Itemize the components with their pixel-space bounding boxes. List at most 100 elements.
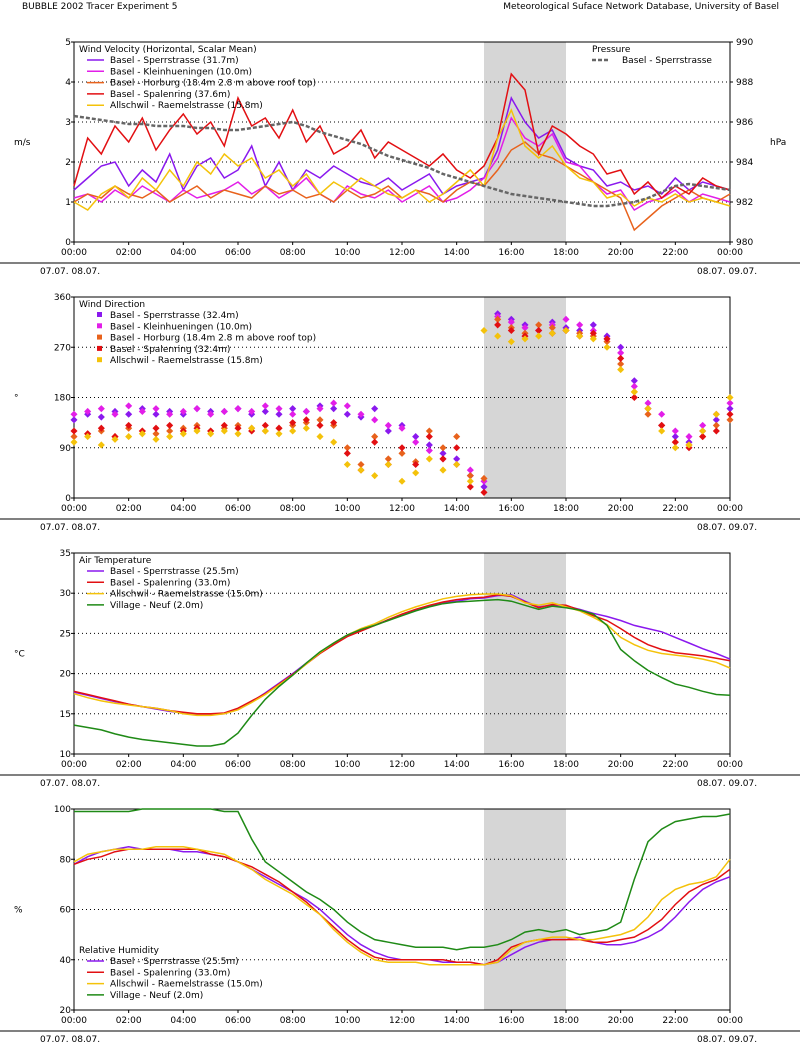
date-label-left: 07.07. 08.07. [40, 1035, 100, 1045]
x-tick-label: 12:00 [389, 504, 415, 514]
x-tick-label: 10:00 [334, 248, 360, 258]
data-point [507, 318, 515, 326]
data-point [234, 424, 242, 432]
legend-swatch [97, 345, 102, 351]
data-point [576, 332, 584, 340]
data-point [425, 455, 433, 463]
series-line [73, 848, 731, 966]
data-point [248, 407, 256, 415]
data-point [275, 430, 283, 438]
data-point [70, 427, 78, 435]
data-point [125, 410, 133, 418]
y-tick-label: 90 [60, 444, 72, 454]
y-tick-label: 360 [54, 293, 71, 303]
data-point [671, 427, 679, 435]
data-point [152, 405, 160, 413]
y-tick-label: 60 [60, 906, 72, 916]
shaded-period [484, 553, 566, 754]
x-tick-label: 04:00 [170, 760, 196, 770]
x-tick-label: 00:00 [717, 1016, 743, 1026]
data-point [398, 444, 406, 452]
data-point [275, 410, 283, 418]
legend-entry: Basel - Sperrstrasse (32.4m) [110, 311, 239, 321]
data-point [316, 421, 324, 429]
x-tick-label: 16:00 [498, 248, 524, 258]
series-6 [73, 114, 731, 208]
series-1 [73, 594, 731, 716]
series-5 [70, 326, 734, 485]
data-point [630, 393, 638, 402]
x-tick-label: 12:00 [389, 1016, 415, 1026]
data-point [453, 444, 461, 452]
data-point [535, 326, 543, 335]
x-tick-label: 04:00 [170, 248, 196, 258]
data-point [726, 410, 734, 418]
series-5 [73, 108, 731, 211]
x-tick-label: 00:00 [717, 248, 743, 258]
x-tick-label: 16:00 [498, 504, 524, 514]
x-tick-label: 16:00 [498, 760, 524, 770]
y-tick-label: 20 [60, 1006, 72, 1016]
y-tick-label: 30 [60, 589, 72, 599]
data-point [439, 466, 447, 474]
data-point [97, 441, 105, 449]
data-point [630, 388, 638, 396]
series-line [73, 116, 731, 212]
x-tick-label: 02:00 [116, 760, 142, 770]
chart-title: Wind Velocity (Horizontal, Scalar Mean) [79, 45, 257, 55]
y2-tick-label: 986 [736, 118, 753, 128]
data-point [589, 335, 597, 343]
data-point [658, 427, 666, 435]
series-3 [73, 141, 731, 232]
x-tick-label: 14:00 [444, 504, 470, 514]
data-point [712, 410, 720, 418]
x-tick-label: 18:00 [553, 248, 579, 258]
y-axis-unit: ° [14, 394, 19, 404]
data-point [220, 427, 228, 435]
data-point [398, 477, 406, 485]
header-right: Meteorological Suface Network Database, … [503, 2, 779, 12]
legend-entry: Basel - Kleinhueningen (10.0m) [110, 322, 252, 332]
x-tick-label: 14:00 [444, 248, 470, 258]
date-label-right: 08.07. 09.07. [697, 523, 757, 533]
data-point [699, 433, 707, 441]
data-point [466, 466, 474, 474]
y-tick-label: 80 [60, 855, 72, 865]
data-point [220, 407, 228, 415]
data-point [630, 377, 638, 385]
data-point [289, 410, 297, 418]
data-point [617, 349, 625, 357]
legend-entry: Village - Neuf (2.0m) [110, 601, 203, 611]
legend-entry: Basel - Sperrstrasse (31.7m) [110, 56, 239, 66]
x-tick-label: 18:00 [553, 504, 579, 514]
data-point [480, 488, 488, 496]
data-point [275, 405, 283, 413]
data-point [535, 321, 543, 329]
y-tick-label: 0 [65, 238, 71, 248]
data-point [521, 335, 529, 343]
data-point [617, 343, 625, 351]
x-tick-label: 06:00 [225, 760, 251, 770]
data-point [494, 315, 502, 323]
data-point [261, 402, 269, 410]
series-1 [73, 96, 731, 195]
data-point [70, 438, 78, 446]
x-tick-label: 10:00 [334, 760, 360, 770]
data-point [712, 427, 720, 435]
series-line [73, 594, 731, 715]
y-tick-label: 40 [60, 956, 72, 966]
data-point [384, 427, 392, 435]
data-point [193, 427, 201, 435]
data-point [97, 405, 105, 413]
data-point [330, 399, 338, 407]
series-4 [73, 72, 731, 200]
series-3 [73, 845, 731, 966]
data-point [658, 421, 666, 429]
legend-entry: Allschwil - Raemelstrasse (15.0m) [110, 590, 263, 600]
pressure-legend-title: Pressure [592, 45, 631, 55]
data-point [466, 483, 474, 491]
y2-tick-label: 990 [736, 38, 753, 48]
x-tick-label: 20:00 [608, 760, 634, 770]
series-2 [73, 116, 731, 212]
legend-swatch [97, 312, 102, 317]
